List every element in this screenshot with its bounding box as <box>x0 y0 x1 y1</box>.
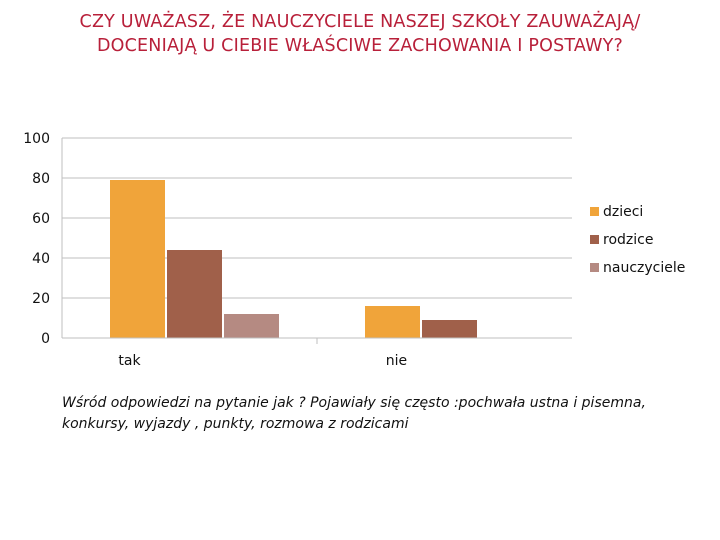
legend-swatch-rodzice <box>590 235 599 244</box>
x-tick-label-tak: tak <box>118 353 141 369</box>
bar-rodzice-tak <box>167 250 222 338</box>
axes: 0 20 40 60 80 100 tak nie <box>23 131 572 369</box>
legend-label-nauczyciele: nauczyciele <box>603 260 685 276</box>
y-tick-label: 40 <box>32 251 50 267</box>
bar-chart: 0 20 40 60 80 100 tak nie dzieci rodzice nauczyci… <box>23 131 685 369</box>
bar-dzieci-nie <box>365 306 420 338</box>
x-tick-label-nie: nie <box>386 353 407 369</box>
footnote-text: Wśród odpowiedzi na pytanie jak ? Pojawi… <box>62 395 646 432</box>
bar-rodzice-nie <box>422 320 477 338</box>
y-tick-label: 20 <box>32 291 50 307</box>
y-tick-label: 0 <box>41 331 50 347</box>
bar-dzieci-tak <box>110 180 165 338</box>
slide-title: CZY UWAŻASZ, ŻE NAUCZYCIELE NASZEJ SZKOŁ… <box>79 12 641 56</box>
legend-label-dzieci: dzieci <box>603 204 643 220</box>
y-tick-label: 100 <box>23 131 50 147</box>
bar-nauczyciele-tak <box>224 314 279 338</box>
y-tick-label: 80 <box>32 171 50 187</box>
legend: dzieci rodzice nauczyciele <box>590 204 685 276</box>
bars <box>110 180 477 338</box>
y-tick-label: 60 <box>32 211 50 227</box>
legend-label-rodzice: rodzice <box>603 232 653 248</box>
legend-swatch-dzieci <box>590 207 599 216</box>
legend-swatch-nauczyciele <box>590 263 599 272</box>
